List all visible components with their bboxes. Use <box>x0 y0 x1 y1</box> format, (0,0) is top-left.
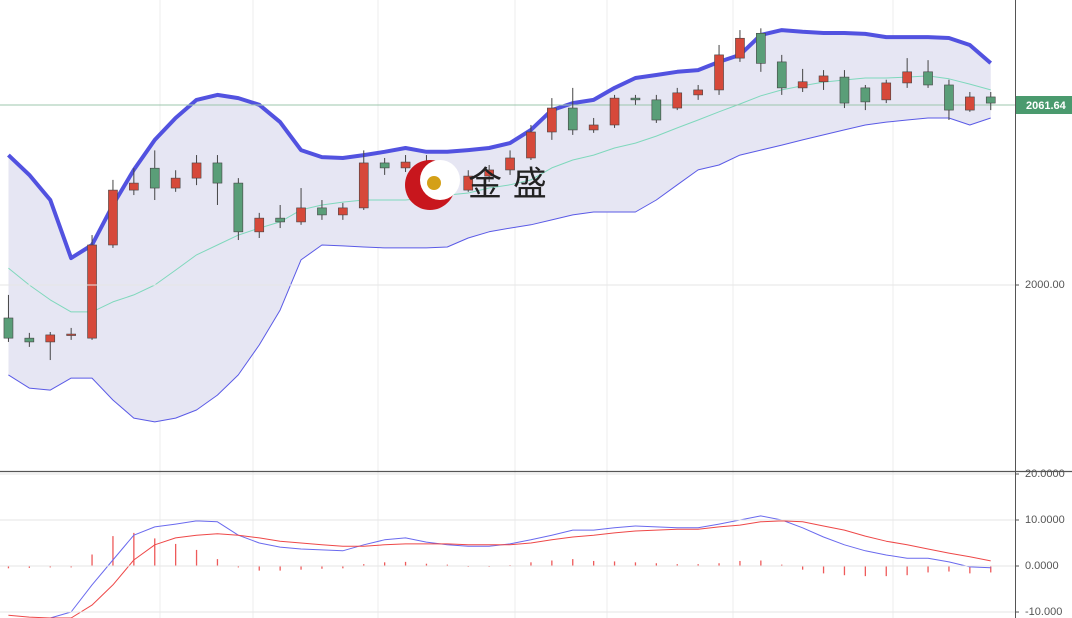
candle-body <box>129 182 139 191</box>
candle-body <box>87 244 97 339</box>
macd-pane <box>7 515 992 618</box>
candle-body <box>526 131 536 159</box>
candle-body <box>296 207 306 223</box>
logo-dot <box>427 176 441 190</box>
candle-body <box>735 37 745 59</box>
candle-body <box>45 334 56 343</box>
candle-body <box>170 177 181 189</box>
candle-body <box>463 175 474 191</box>
candle-body <box>923 71 933 86</box>
y-tick-label: 20.0000 <box>1025 468 1065 480</box>
candle-body <box>756 32 766 64</box>
candle-body <box>797 81 808 89</box>
last-price-tag <box>1016 96 1072 115</box>
candle-body <box>567 107 578 131</box>
macd-line <box>44 515 991 618</box>
candle-body <box>233 182 244 233</box>
candle-body <box>839 76 850 104</box>
candle-body <box>24 337 35 343</box>
logo: 金 盛 <box>405 160 547 210</box>
band-fill <box>8 30 991 422</box>
candle-body <box>609 97 620 126</box>
candle-body <box>672 92 683 109</box>
candle-body <box>588 124 599 131</box>
candle-body <box>881 82 892 101</box>
candle-body <box>338 207 348 216</box>
candle-body <box>630 97 641 101</box>
candle-body <box>776 61 787 89</box>
y-tick-label: 0.0000 <box>1025 560 1059 572</box>
candle-body <box>547 107 557 133</box>
candle-body <box>191 162 202 179</box>
last-price-label: 2061.64 <box>1026 100 1067 112</box>
bollinger-band <box>7 28 993 261</box>
candle-body <box>714 54 724 91</box>
candle-body <box>400 161 411 169</box>
candle-body <box>484 169 494 177</box>
price-pane <box>0 28 1015 423</box>
candle-body <box>149 167 160 189</box>
candle-body <box>860 87 871 103</box>
candle-body <box>379 162 390 169</box>
candle-body <box>944 84 954 111</box>
bollinger-band <box>8 117 991 423</box>
candle-body <box>108 189 118 246</box>
y-tick-label: 10.0000 <box>1025 514 1065 526</box>
candle-body <box>693 89 703 96</box>
candle-body <box>902 71 912 84</box>
candle-body <box>3 317 14 339</box>
y-tick-label: 2000.00 <box>1025 279 1065 291</box>
candle-body <box>965 96 975 111</box>
candle-body <box>275 217 285 223</box>
candle-body <box>505 157 515 171</box>
candle-body <box>66 333 76 336</box>
candle-body <box>985 96 996 104</box>
candle-body <box>212 162 223 184</box>
candle-body <box>818 75 829 83</box>
macd-line <box>8 520 991 618</box>
candle-body <box>317 207 327 216</box>
candle-body <box>651 99 662 121</box>
candle-body <box>254 217 265 233</box>
y-tick-label: -10.000 <box>1025 606 1062 618</box>
candle-body <box>358 162 369 209</box>
watermark: 金 盛 <box>468 165 547 205</box>
